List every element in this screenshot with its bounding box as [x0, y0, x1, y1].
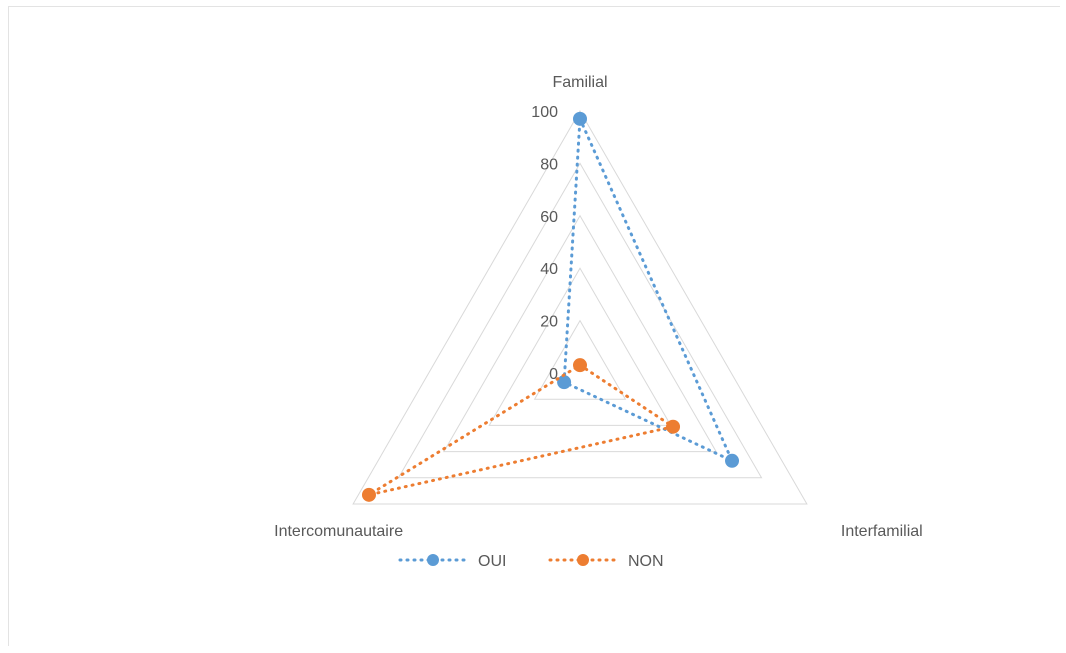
- legend: OUI NON: [398, 553, 664, 570]
- category-label: Interfamilial: [841, 523, 923, 540]
- data-point: [573, 111, 587, 126]
- data-point: [666, 419, 681, 434]
- data-series: [361, 111, 740, 502]
- tick-label: 100: [531, 104, 558, 121]
- tick-label: 0: [549, 366, 558, 383]
- chart-area: [8, 6, 1060, 646]
- legend-marker: [577, 554, 589, 566]
- category-label: Intercomunautaire: [274, 523, 403, 540]
- tick-label: 40: [540, 261, 558, 278]
- radial-tick-labels: 0 20 40 60 80 100: [531, 104, 558, 383]
- grid-ring: [442, 214, 718, 453]
- data-point: [573, 358, 587, 373]
- tick-label: 20: [540, 314, 558, 331]
- legend-label: NON: [628, 553, 664, 570]
- grid-ring: [352, 110, 808, 505]
- category-labels: Familial Interfamilial Intercomunautaire: [274, 74, 923, 540]
- grid-ring: [533, 319, 627, 400]
- series-line: [562, 118, 736, 464]
- tick-label: 60: [540, 209, 558, 226]
- legend-marker: [427, 554, 439, 566]
- legend-label: OUI: [478, 553, 506, 570]
- data-point: [725, 453, 740, 468]
- radar-grid: [352, 110, 808, 505]
- grid-ring: [488, 267, 672, 426]
- category-label: Familial: [552, 74, 607, 91]
- grid-ring: [397, 162, 763, 479]
- data-point: [361, 487, 376, 502]
- tick-label: 80: [540, 156, 558, 173]
- data-point: [557, 375, 572, 390]
- series-line: [368, 363, 677, 497]
